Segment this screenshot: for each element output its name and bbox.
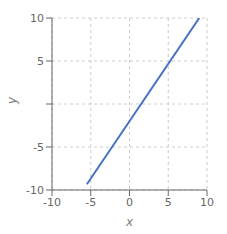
svg-text:x: x (125, 215, 134, 226)
svg-text:10: 10 (30, 12, 44, 25)
svg-text:-10: -10 (43, 196, 61, 209)
svg-text:-5: -5 (33, 141, 44, 154)
svg-text:-5: -5 (85, 196, 96, 209)
svg-text:y: y (8, 96, 19, 105)
svg-text:5: 5 (37, 55, 44, 68)
svg-text:10: 10 (200, 196, 214, 209)
svg-text:5: 5 (165, 196, 172, 209)
svg-text:-10: -10 (26, 184, 44, 197)
svg-text:0: 0 (126, 196, 133, 209)
